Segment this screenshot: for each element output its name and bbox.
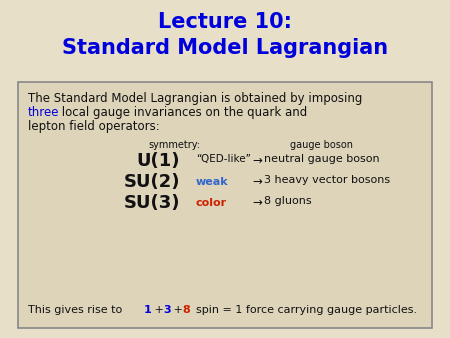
Text: weak: weak — [196, 177, 229, 187]
Text: U(1): U(1) — [136, 152, 180, 170]
Text: spin = 1 force carrying gauge particles.: spin = 1 force carrying gauge particles. — [189, 305, 417, 315]
Text: This gives rise to: This gives rise to — [28, 305, 129, 315]
Text: Lecture 10:: Lecture 10: — [158, 12, 292, 32]
Text: +: + — [170, 305, 186, 315]
Text: 3: 3 — [163, 305, 171, 315]
Text: local gauge invariances on the quark and: local gauge invariances on the quark and — [58, 106, 307, 119]
Text: →: → — [252, 175, 262, 188]
Text: SU(3): SU(3) — [123, 194, 180, 212]
Text: 3 heavy vector bosons: 3 heavy vector bosons — [264, 175, 390, 185]
Text: color: color — [196, 198, 227, 208]
Text: SU(2): SU(2) — [123, 173, 180, 191]
Text: symmetry:: symmetry: — [148, 140, 200, 150]
Text: →: → — [252, 196, 262, 209]
Text: 1: 1 — [144, 305, 152, 315]
Text: “QED-like”: “QED-like” — [196, 154, 251, 164]
Text: 8 gluons: 8 gluons — [264, 196, 311, 206]
Text: →: → — [252, 154, 262, 167]
Text: three: three — [28, 106, 59, 119]
FancyBboxPatch shape — [18, 82, 432, 328]
Text: neutral gauge boson: neutral gauge boson — [264, 154, 380, 164]
Text: Standard Model Lagrangian: Standard Model Lagrangian — [62, 38, 388, 58]
Text: +: + — [151, 305, 167, 315]
Text: gauge boson: gauge boson — [290, 140, 353, 150]
Text: 8: 8 — [182, 305, 190, 315]
Text: The Standard Model Lagrangian is obtained by imposing: The Standard Model Lagrangian is obtaine… — [28, 92, 362, 105]
Text: lepton field operators:: lepton field operators: — [28, 120, 160, 133]
